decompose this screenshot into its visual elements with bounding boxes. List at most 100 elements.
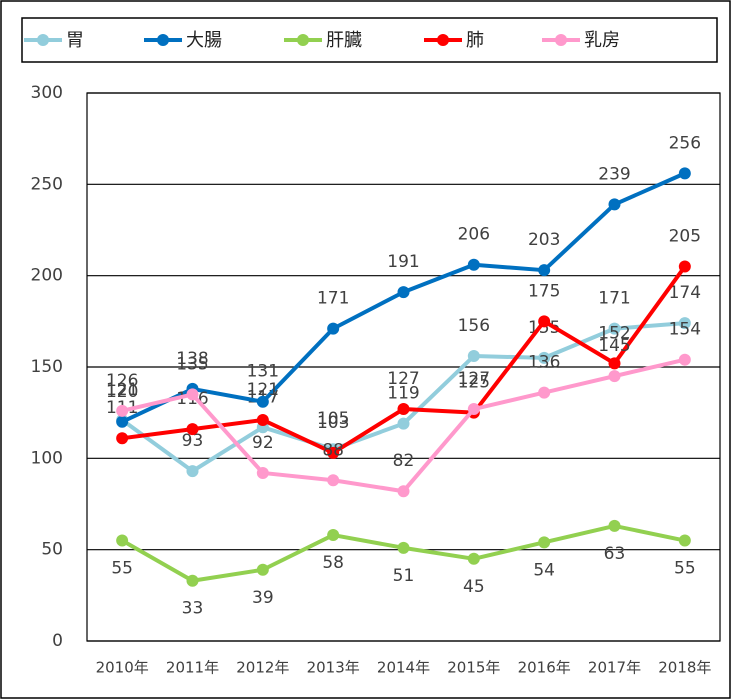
data-point bbox=[116, 432, 129, 445]
data-point bbox=[467, 403, 480, 416]
data-label: 145 bbox=[598, 336, 630, 356]
data-label: 131 bbox=[247, 362, 279, 382]
data-label: 136 bbox=[528, 353, 560, 373]
legend-marker bbox=[157, 34, 169, 46]
data-point bbox=[327, 529, 340, 542]
data-label: 127 bbox=[387, 369, 419, 389]
data-point bbox=[256, 466, 269, 479]
data-point bbox=[186, 423, 199, 436]
legend-label: 肺 bbox=[466, 30, 484, 51]
data-label: 154 bbox=[669, 320, 701, 340]
data-point bbox=[467, 258, 480, 271]
data-point bbox=[256, 413, 269, 426]
y-tick-label: 200 bbox=[31, 266, 63, 286]
data-label: 138 bbox=[176, 349, 208, 369]
data-label: 156 bbox=[458, 316, 490, 336]
data-point bbox=[327, 474, 340, 487]
data-point bbox=[678, 353, 691, 366]
data-label: 58 bbox=[322, 553, 344, 573]
y-tick-label: 50 bbox=[41, 540, 63, 560]
x-tick-label: 2018年 bbox=[658, 659, 711, 677]
data-point bbox=[397, 541, 410, 554]
data-point bbox=[397, 485, 410, 498]
data-point bbox=[678, 317, 691, 330]
data-point bbox=[186, 574, 199, 587]
legend-box bbox=[21, 17, 718, 63]
x-tick-label: 2016年 bbox=[518, 659, 571, 677]
data-point bbox=[116, 534, 129, 547]
data-label: 33 bbox=[182, 599, 204, 619]
data-label: 126 bbox=[106, 371, 138, 391]
data-point bbox=[608, 519, 621, 532]
legend-label: 胃 bbox=[66, 30, 84, 51]
y-tick-label: 250 bbox=[31, 174, 63, 194]
data-label: 127 bbox=[458, 369, 490, 389]
x-tick-label: 2017年 bbox=[588, 659, 641, 677]
x-tick-label: 2011年 bbox=[166, 659, 219, 677]
data-label: 171 bbox=[598, 289, 630, 309]
x-tick-label: 2012年 bbox=[236, 659, 289, 677]
data-point bbox=[608, 370, 621, 383]
data-point bbox=[186, 465, 199, 478]
data-label: 93 bbox=[182, 431, 204, 451]
data-label: 191 bbox=[387, 252, 419, 272]
plot-border bbox=[86, 92, 721, 642]
legend-marker bbox=[37, 34, 49, 46]
x-tick-label: 2010年 bbox=[96, 659, 149, 677]
legend-label: 乳房 bbox=[584, 30, 620, 51]
data-label: 63 bbox=[604, 544, 626, 564]
data-point bbox=[116, 415, 129, 428]
data-point bbox=[538, 386, 551, 399]
legend-marker bbox=[437, 34, 449, 46]
data-label: 51 bbox=[393, 566, 415, 586]
legend-label: 大腸 bbox=[186, 30, 222, 51]
data-point bbox=[538, 264, 551, 277]
legend-marker bbox=[297, 34, 309, 46]
y-tick-label: 100 bbox=[31, 448, 63, 468]
data-point bbox=[467, 552, 480, 565]
y-tick-label: 300 bbox=[31, 83, 63, 103]
data-label: 171 bbox=[317, 289, 349, 309]
data-point bbox=[327, 446, 340, 459]
data-label: 92 bbox=[252, 433, 274, 453]
data-label: 55 bbox=[674, 559, 696, 579]
data-point bbox=[538, 536, 551, 549]
data-label: 119 bbox=[387, 384, 419, 404]
x-tick-label: 2014年 bbox=[377, 659, 430, 677]
data-label: 239 bbox=[598, 164, 630, 184]
data-label: 55 bbox=[111, 559, 133, 579]
data-label: 175 bbox=[528, 281, 560, 301]
data-point bbox=[608, 198, 621, 211]
data-point bbox=[397, 403, 410, 416]
data-point bbox=[608, 357, 621, 370]
data-label: 125 bbox=[458, 373, 490, 393]
data-point bbox=[538, 351, 551, 364]
data-point bbox=[327, 322, 340, 335]
data-point bbox=[397, 286, 410, 299]
data-label: 121 bbox=[247, 380, 279, 400]
data-label: 120 bbox=[106, 382, 138, 402]
data-label: 206 bbox=[458, 225, 490, 245]
data-label: 105 bbox=[317, 409, 349, 429]
y-tick-label: 0 bbox=[52, 631, 63, 651]
data-point bbox=[538, 315, 551, 328]
y-tick-label: 150 bbox=[31, 357, 63, 377]
data-label: 103 bbox=[317, 413, 349, 433]
data-point bbox=[467, 350, 480, 363]
data-label: 82 bbox=[393, 451, 415, 471]
data-point bbox=[678, 534, 691, 547]
data-label: 256 bbox=[669, 133, 701, 153]
data-point bbox=[256, 395, 269, 408]
data-label: 121 bbox=[106, 380, 138, 400]
x-tick-label: 2013年 bbox=[307, 659, 360, 677]
data-label: 54 bbox=[533, 560, 555, 580]
legend-label: 肝臓 bbox=[326, 30, 362, 51]
legend-marker bbox=[555, 34, 567, 46]
data-point bbox=[678, 167, 691, 180]
data-label: 174 bbox=[669, 283, 701, 303]
data-point bbox=[678, 260, 691, 273]
data-label: 203 bbox=[528, 230, 560, 250]
